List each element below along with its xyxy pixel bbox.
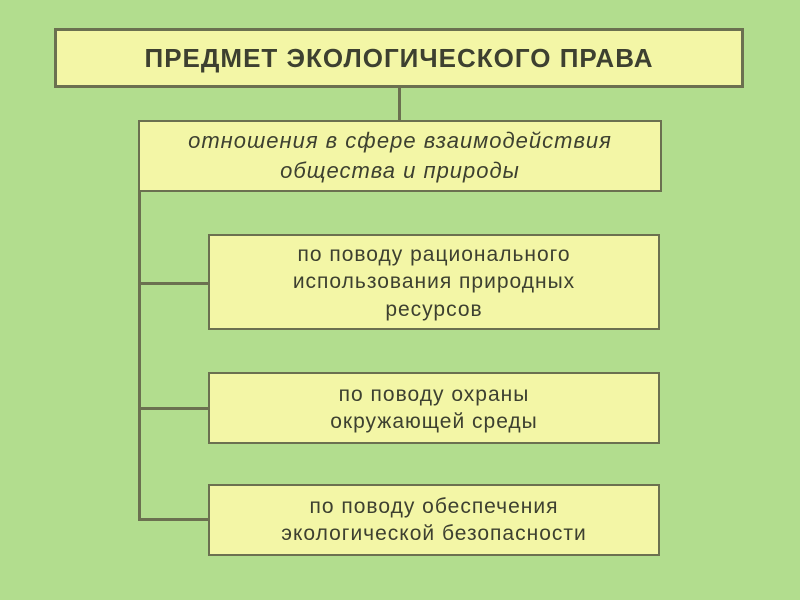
item-box-0: по поводу рациональногоиспользования при… [208, 234, 660, 330]
connector-branch-0 [138, 282, 208, 285]
item-box-1: по поводу охраныокружающей среды [208, 372, 660, 444]
connector-drop [398, 88, 401, 120]
item-text-0: по поводу рациональногоиспользования при… [293, 241, 575, 323]
item-text-2: по поводу обеспеченияэкологической безоп… [281, 493, 586, 548]
item-box-2: по поводу обеспеченияэкологической безоп… [208, 484, 660, 556]
title-text: ПРЕДМЕТ ЭКОЛОГИЧЕСКОГО ПРАВА [145, 43, 654, 74]
subtitle-text: отношения в сфере взаимодействияобщества… [188, 126, 612, 185]
connector-branch-1 [138, 407, 208, 410]
connector-trunk [138, 192, 141, 520]
subtitle-box: отношения в сфере взаимодействияобщества… [138, 120, 662, 192]
connector-branch-2 [138, 518, 208, 521]
title-box: ПРЕДМЕТ ЭКОЛОГИЧЕСКОГО ПРАВА [54, 28, 744, 88]
item-text-1: по поводу охраныокружающей среды [330, 381, 538, 436]
